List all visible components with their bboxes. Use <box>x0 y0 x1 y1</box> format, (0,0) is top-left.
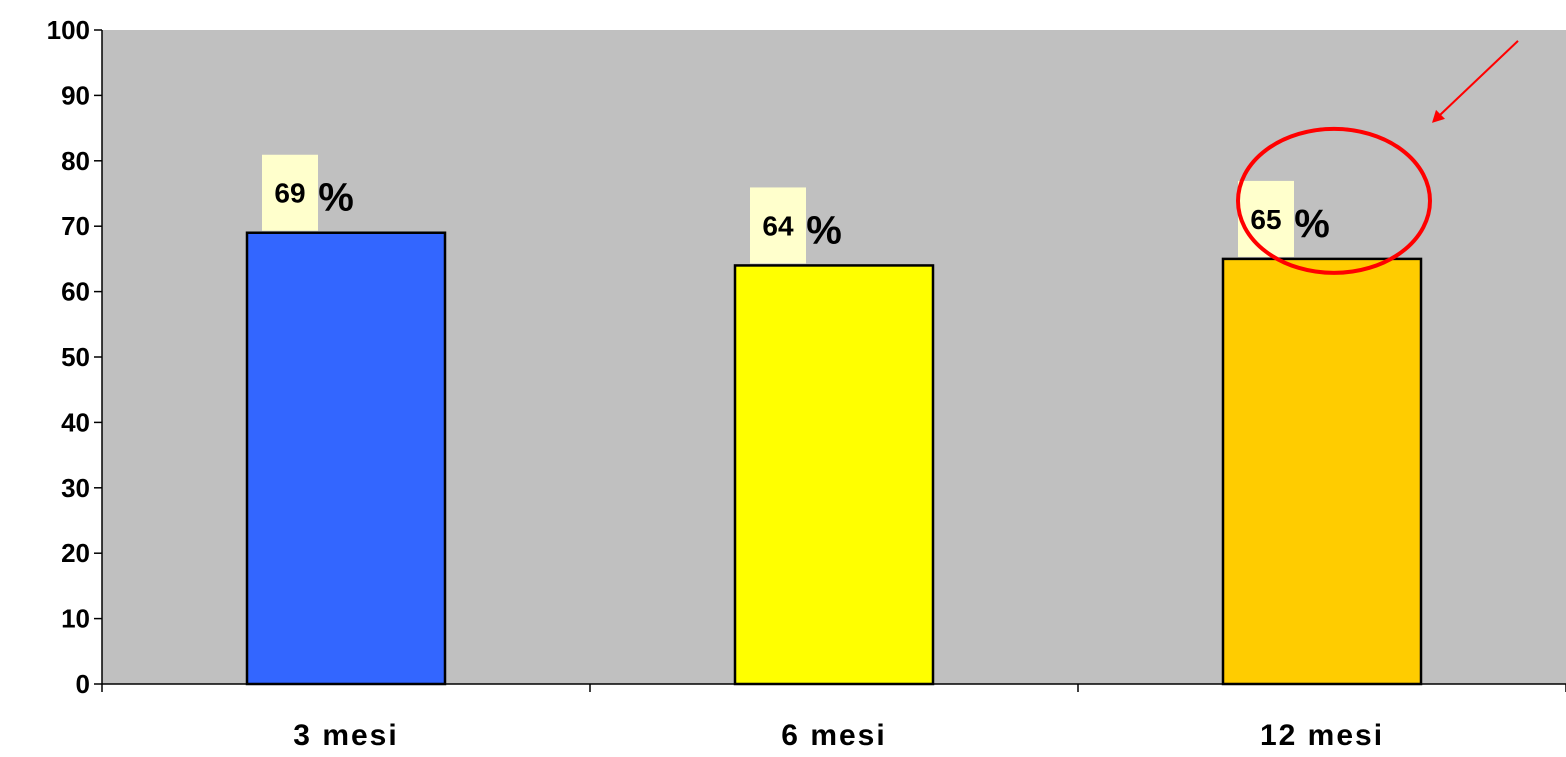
data-label-percent: % <box>806 208 842 252</box>
y-tick-label: 60 <box>61 277 90 307</box>
data-label-percent: % <box>318 176 354 220</box>
data-labels: 69 % 64% 65% <box>262 154 1330 264</box>
data-label-box <box>750 187 806 264</box>
y-tick-label: 10 <box>61 604 90 634</box>
y-tick-label: 70 <box>61 211 90 241</box>
y-tick-label: 90 <box>61 80 90 110</box>
y-tick-label: 0 <box>76 669 90 699</box>
data-label-box <box>1238 180 1294 257</box>
highlight-ellipse <box>1236 126 1432 275</box>
bar-6-mesi <box>733 264 935 686</box>
y-axis: 0 10 20 30 40 50 60 70 80 90 100 <box>47 15 103 699</box>
annotation-arrow-line <box>1437 40 1519 118</box>
y-tick-label: 40 <box>61 407 90 437</box>
data-label-value: 64 <box>762 210 794 241</box>
x-tick-label: 6 mesi <box>781 719 886 752</box>
data-label-value: 65 <box>1250 204 1281 235</box>
data-label-percent: % <box>1294 202 1330 246</box>
x-axis: 3 mesi 6 mesi 12 mesi <box>101 683 1566 752</box>
data-label-value: 69 <box>274 178 305 209</box>
annotations <box>1236 40 1519 275</box>
bars <box>245 231 1423 686</box>
x-tick-label: 12 mesi <box>1260 719 1384 752</box>
y-tick-label: 20 <box>61 538 90 568</box>
bar-12-mesi <box>1221 257 1423 686</box>
x-tick-label: 3 mesi <box>293 719 398 752</box>
data-label-box <box>262 154 318 231</box>
bar-3-mesi <box>245 231 447 686</box>
y-tick-label: 50 <box>61 342 90 372</box>
y-tick-label: 100 <box>47 15 90 45</box>
y-tick-label: 80 <box>61 146 90 176</box>
annotation-arrow-head <box>1432 109 1445 123</box>
y-tick-label: 30 <box>61 473 90 503</box>
